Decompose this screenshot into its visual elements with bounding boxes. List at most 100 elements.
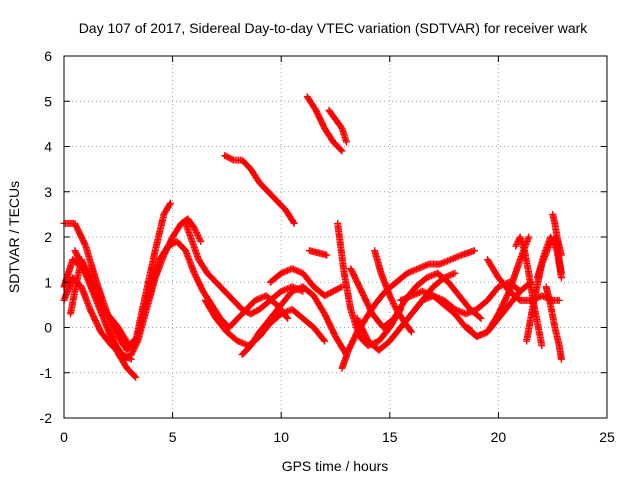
x-tick-label: 10 bbox=[273, 429, 289, 445]
data-point bbox=[389, 298, 397, 306]
chart-title: Day 107 of 2017, Sidereal Day-to-day VTE… bbox=[79, 20, 589, 36]
data-point bbox=[494, 283, 502, 291]
data-point bbox=[454, 252, 462, 260]
data-point bbox=[257, 294, 265, 302]
data-point bbox=[470, 307, 478, 315]
data-point bbox=[456, 307, 464, 315]
data-point bbox=[390, 301, 398, 309]
data-point bbox=[132, 373, 140, 381]
data-point bbox=[459, 309, 467, 317]
data-point bbox=[463, 309, 471, 317]
axes: 0 5 10 15 20 25 -2 -1 0 1 2 3 4 5 6 bbox=[40, 48, 615, 445]
series-arc-10 bbox=[303, 93, 346, 155]
data-point bbox=[251, 296, 259, 304]
data-point bbox=[451, 269, 459, 277]
data-point bbox=[414, 265, 422, 273]
series-arc-27 bbox=[549, 210, 565, 277]
data-point bbox=[403, 294, 411, 302]
x-tick-label: 0 bbox=[60, 429, 68, 445]
data-point bbox=[555, 296, 563, 304]
series-arc-18 bbox=[371, 247, 415, 336]
data-point bbox=[407, 327, 415, 335]
data-point bbox=[420, 288, 428, 296]
data-point bbox=[195, 233, 203, 241]
data-point bbox=[282, 267, 290, 275]
data-point bbox=[445, 256, 453, 264]
data-point bbox=[127, 351, 135, 359]
data-point bbox=[320, 336, 328, 344]
data-point bbox=[391, 302, 399, 310]
data-point bbox=[408, 328, 415, 336]
data-point bbox=[130, 345, 138, 353]
data-point bbox=[409, 291, 417, 299]
data-point bbox=[129, 348, 137, 356]
data-point bbox=[193, 229, 200, 236]
data-point bbox=[538, 342, 546, 350]
data-point bbox=[400, 295, 408, 303]
data-point bbox=[132, 342, 140, 350]
data-point bbox=[516, 287, 524, 295]
data-point bbox=[196, 236, 204, 244]
data-point bbox=[235, 338, 243, 346]
data-point bbox=[453, 306, 460, 314]
data-point bbox=[448, 271, 456, 278]
data-point bbox=[321, 337, 329, 345]
data-point bbox=[547, 235, 555, 242]
data-point bbox=[195, 235, 203, 242]
data-point bbox=[411, 266, 419, 274]
series-arc-26 bbox=[542, 283, 565, 363]
data-point bbox=[432, 293, 440, 301]
y-tick-label: -2 bbox=[40, 410, 53, 426]
data-point bbox=[406, 293, 414, 300]
series-arc-13 bbox=[305, 247, 331, 259]
data-point bbox=[279, 269, 287, 277]
x-tick-label: 25 bbox=[599, 429, 615, 445]
data-point bbox=[166, 199, 174, 207]
data-point bbox=[513, 241, 520, 248]
y-tick-label: 3 bbox=[44, 184, 52, 200]
data-point bbox=[445, 272, 453, 280]
grid-lines bbox=[64, 56, 607, 418]
data-point bbox=[420, 262, 428, 270]
y-tick-label: 5 bbox=[44, 93, 52, 109]
data-point bbox=[338, 147, 346, 155]
y-axis-label: SDTVAR / TECUs bbox=[6, 181, 22, 293]
data-point bbox=[388, 296, 396, 304]
data-point bbox=[448, 255, 456, 263]
series-arc-5 bbox=[71, 238, 292, 350]
data-point bbox=[397, 296, 405, 304]
data-point bbox=[290, 265, 298, 273]
data-point bbox=[405, 269, 413, 277]
data-point bbox=[408, 267, 416, 275]
data-point bbox=[337, 146, 345, 154]
data-point bbox=[427, 272, 435, 280]
data-point bbox=[435, 294, 443, 302]
x-tick-label: 20 bbox=[491, 429, 507, 445]
data-point bbox=[415, 289, 423, 297]
y-tick-label: 2 bbox=[44, 229, 52, 245]
data-point bbox=[412, 290, 420, 298]
data-point bbox=[166, 201, 174, 208]
data-point bbox=[538, 292, 546, 300]
data-point bbox=[285, 284, 293, 292]
data-point bbox=[279, 287, 287, 295]
data-point bbox=[342, 138, 350, 146]
data-point bbox=[442, 273, 450, 281]
data-point bbox=[282, 285, 290, 293]
data-point bbox=[254, 295, 262, 303]
data-point bbox=[290, 287, 298, 295]
data-point bbox=[476, 313, 484, 321]
y-tick-label: 0 bbox=[44, 320, 52, 336]
x-axis-label: GPS time / hours bbox=[282, 458, 389, 474]
data-point bbox=[290, 219, 298, 227]
data-point bbox=[190, 224, 198, 232]
data-point bbox=[131, 343, 139, 351]
data-point bbox=[547, 233, 554, 241]
series-arc-11 bbox=[325, 106, 350, 146]
data-point bbox=[386, 292, 394, 300]
data-point bbox=[512, 242, 520, 250]
data-point bbox=[557, 355, 565, 363]
data-point bbox=[389, 299, 397, 307]
data-point bbox=[279, 309, 287, 317]
data-point bbox=[192, 227, 200, 235]
